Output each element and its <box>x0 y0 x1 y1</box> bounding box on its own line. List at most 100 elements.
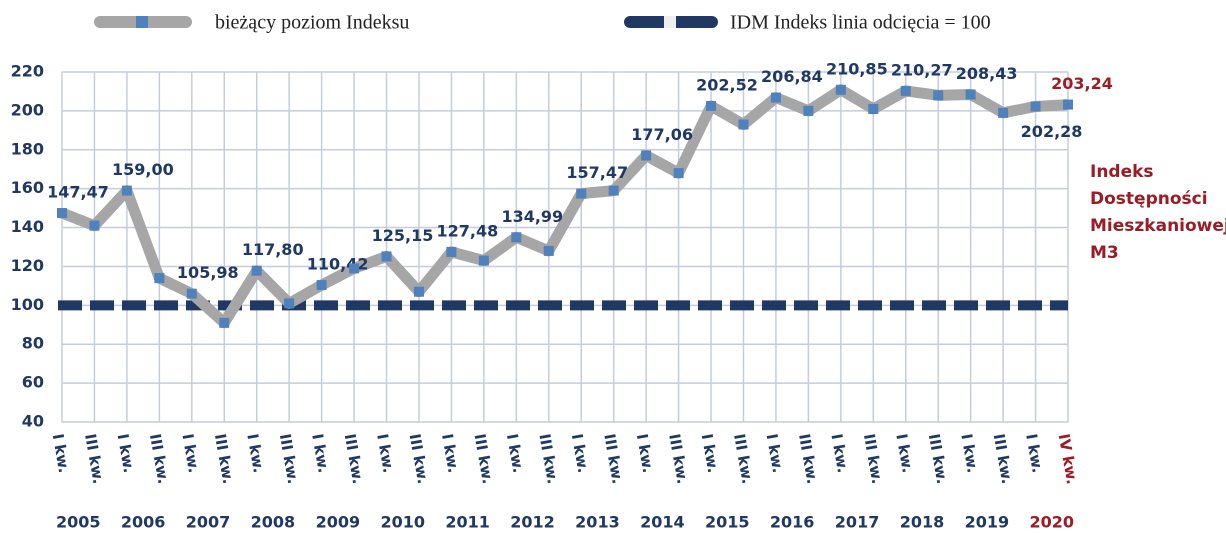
marker <box>868 103 879 114</box>
side-label: Dostępności <box>1090 189 1208 209</box>
marker <box>576 188 587 199</box>
marker <box>316 280 327 291</box>
x-tick-label: I kw. <box>243 432 268 474</box>
marker <box>219 317 230 328</box>
x-tick-label: I kw. <box>49 432 74 474</box>
marker <box>413 286 424 297</box>
x-tick-label: III kw. <box>990 432 1017 485</box>
year-label: 2010 <box>380 513 425 532</box>
x-tick-label: I kw. <box>892 432 917 474</box>
data-label: 157,47 <box>566 163 628 182</box>
x-tick-label: III kw. <box>860 432 887 485</box>
side-label: Mieszkaniowej <box>1090 216 1226 236</box>
marker <box>835 84 846 95</box>
marker <box>1063 99 1073 110</box>
x-tick-label: I kw. <box>373 432 398 474</box>
x-tick-label: III kw. <box>146 432 173 485</box>
legend-ref-marker <box>664 16 676 28</box>
y-tick-label: 140 <box>11 217 44 236</box>
y-tick-label: 60 <box>22 373 44 392</box>
data-label: 203,24 <box>1051 74 1113 93</box>
year-label: 2009 <box>316 513 361 532</box>
x-tick-label: I kw. <box>568 432 593 474</box>
x-tick-label: I kw. <box>308 432 333 474</box>
data-label: 177,06 <box>631 125 693 144</box>
data-label: 134,99 <box>501 207 563 226</box>
x-tick-label: I kw. <box>114 432 139 474</box>
year-label: 2006 <box>121 513 166 532</box>
marker <box>673 168 684 179</box>
x-tick-label: III kw. <box>795 432 822 485</box>
data-label: 210,85 <box>826 59 888 78</box>
year-label: 2019 <box>965 513 1010 532</box>
x-tick-label: III kw. <box>600 432 627 485</box>
x-tick-label: I kw. <box>633 432 658 474</box>
data-label: 147,47 <box>47 183 109 202</box>
marker <box>706 100 717 111</box>
year-label: 2008 <box>251 513 296 532</box>
marker <box>121 185 132 196</box>
marker <box>770 92 781 103</box>
y-tick-label: 220 <box>11 62 44 81</box>
x-tick-label: III kw. <box>925 432 952 485</box>
marker <box>511 232 522 243</box>
x-tick-label: I kw. <box>827 432 852 474</box>
x-tick-label: I kw. <box>178 432 203 474</box>
x-tick-label: I kw. <box>763 432 788 474</box>
x-tick-label: III kw. <box>471 432 498 485</box>
legend-label: bieżący poziom Indeksu <box>215 12 409 34</box>
marker <box>803 105 814 116</box>
x-tick-label: III kw. <box>341 432 368 485</box>
series-line <box>60 84 1069 329</box>
data-label: 127,48 <box>437 221 499 240</box>
x-tick-label: I kw. <box>503 432 528 474</box>
year-label: 2013 <box>575 513 620 532</box>
data-label: 159,00 <box>112 160 174 179</box>
data-label: 125,15 <box>372 226 434 245</box>
marker <box>89 220 100 231</box>
legend-ref-label: IDM Indeks linia odcięcia = 100 <box>730 12 991 34</box>
data-label: 110,42 <box>307 255 369 274</box>
marker <box>381 251 392 262</box>
x-tick-label: III kw. <box>535 432 562 485</box>
side-label: Indeks <box>1090 162 1154 182</box>
marker <box>933 90 944 101</box>
year-label: 2007 <box>186 513 231 532</box>
marker <box>900 85 911 96</box>
x-tick-label: IV kw. <box>1055 432 1082 485</box>
year-label: 2014 <box>640 513 685 532</box>
data-label: 117,80 <box>242 240 304 259</box>
data-label: 202,28 <box>1021 122 1083 141</box>
x-tick-label: III kw. <box>81 432 108 485</box>
year-label: 2012 <box>510 513 555 532</box>
data-label: 105,98 <box>177 263 239 282</box>
year-label: 2015 <box>705 513 750 532</box>
y-tick-label: 160 <box>11 178 44 197</box>
data-label: 210,27 <box>891 60 953 79</box>
year-label: 2018 <box>900 513 945 532</box>
marker <box>608 185 619 196</box>
data-label: 202,52 <box>696 75 758 94</box>
marker <box>965 89 976 100</box>
marker <box>349 263 360 274</box>
y-tick-label: 100 <box>11 295 44 314</box>
year-label: 2005 <box>56 513 101 532</box>
marker <box>446 246 457 257</box>
x-tick-label: I kw. <box>1022 432 1047 474</box>
marker <box>1030 101 1041 112</box>
marker <box>738 119 749 130</box>
marker <box>478 255 489 266</box>
marker <box>284 298 295 309</box>
marker <box>641 150 652 161</box>
marker <box>251 265 262 276</box>
y-tick-label: 120 <box>11 256 44 275</box>
y-tick-label: 40 <box>22 412 44 431</box>
side-label: M3 <box>1090 243 1119 263</box>
x-tick-label: III kw. <box>211 432 238 485</box>
x-tick-label: III kw. <box>730 432 757 485</box>
marker <box>186 288 197 299</box>
y-tick-label: 200 <box>11 100 44 119</box>
year-label: 2017 <box>835 513 880 532</box>
marker <box>543 245 554 256</box>
